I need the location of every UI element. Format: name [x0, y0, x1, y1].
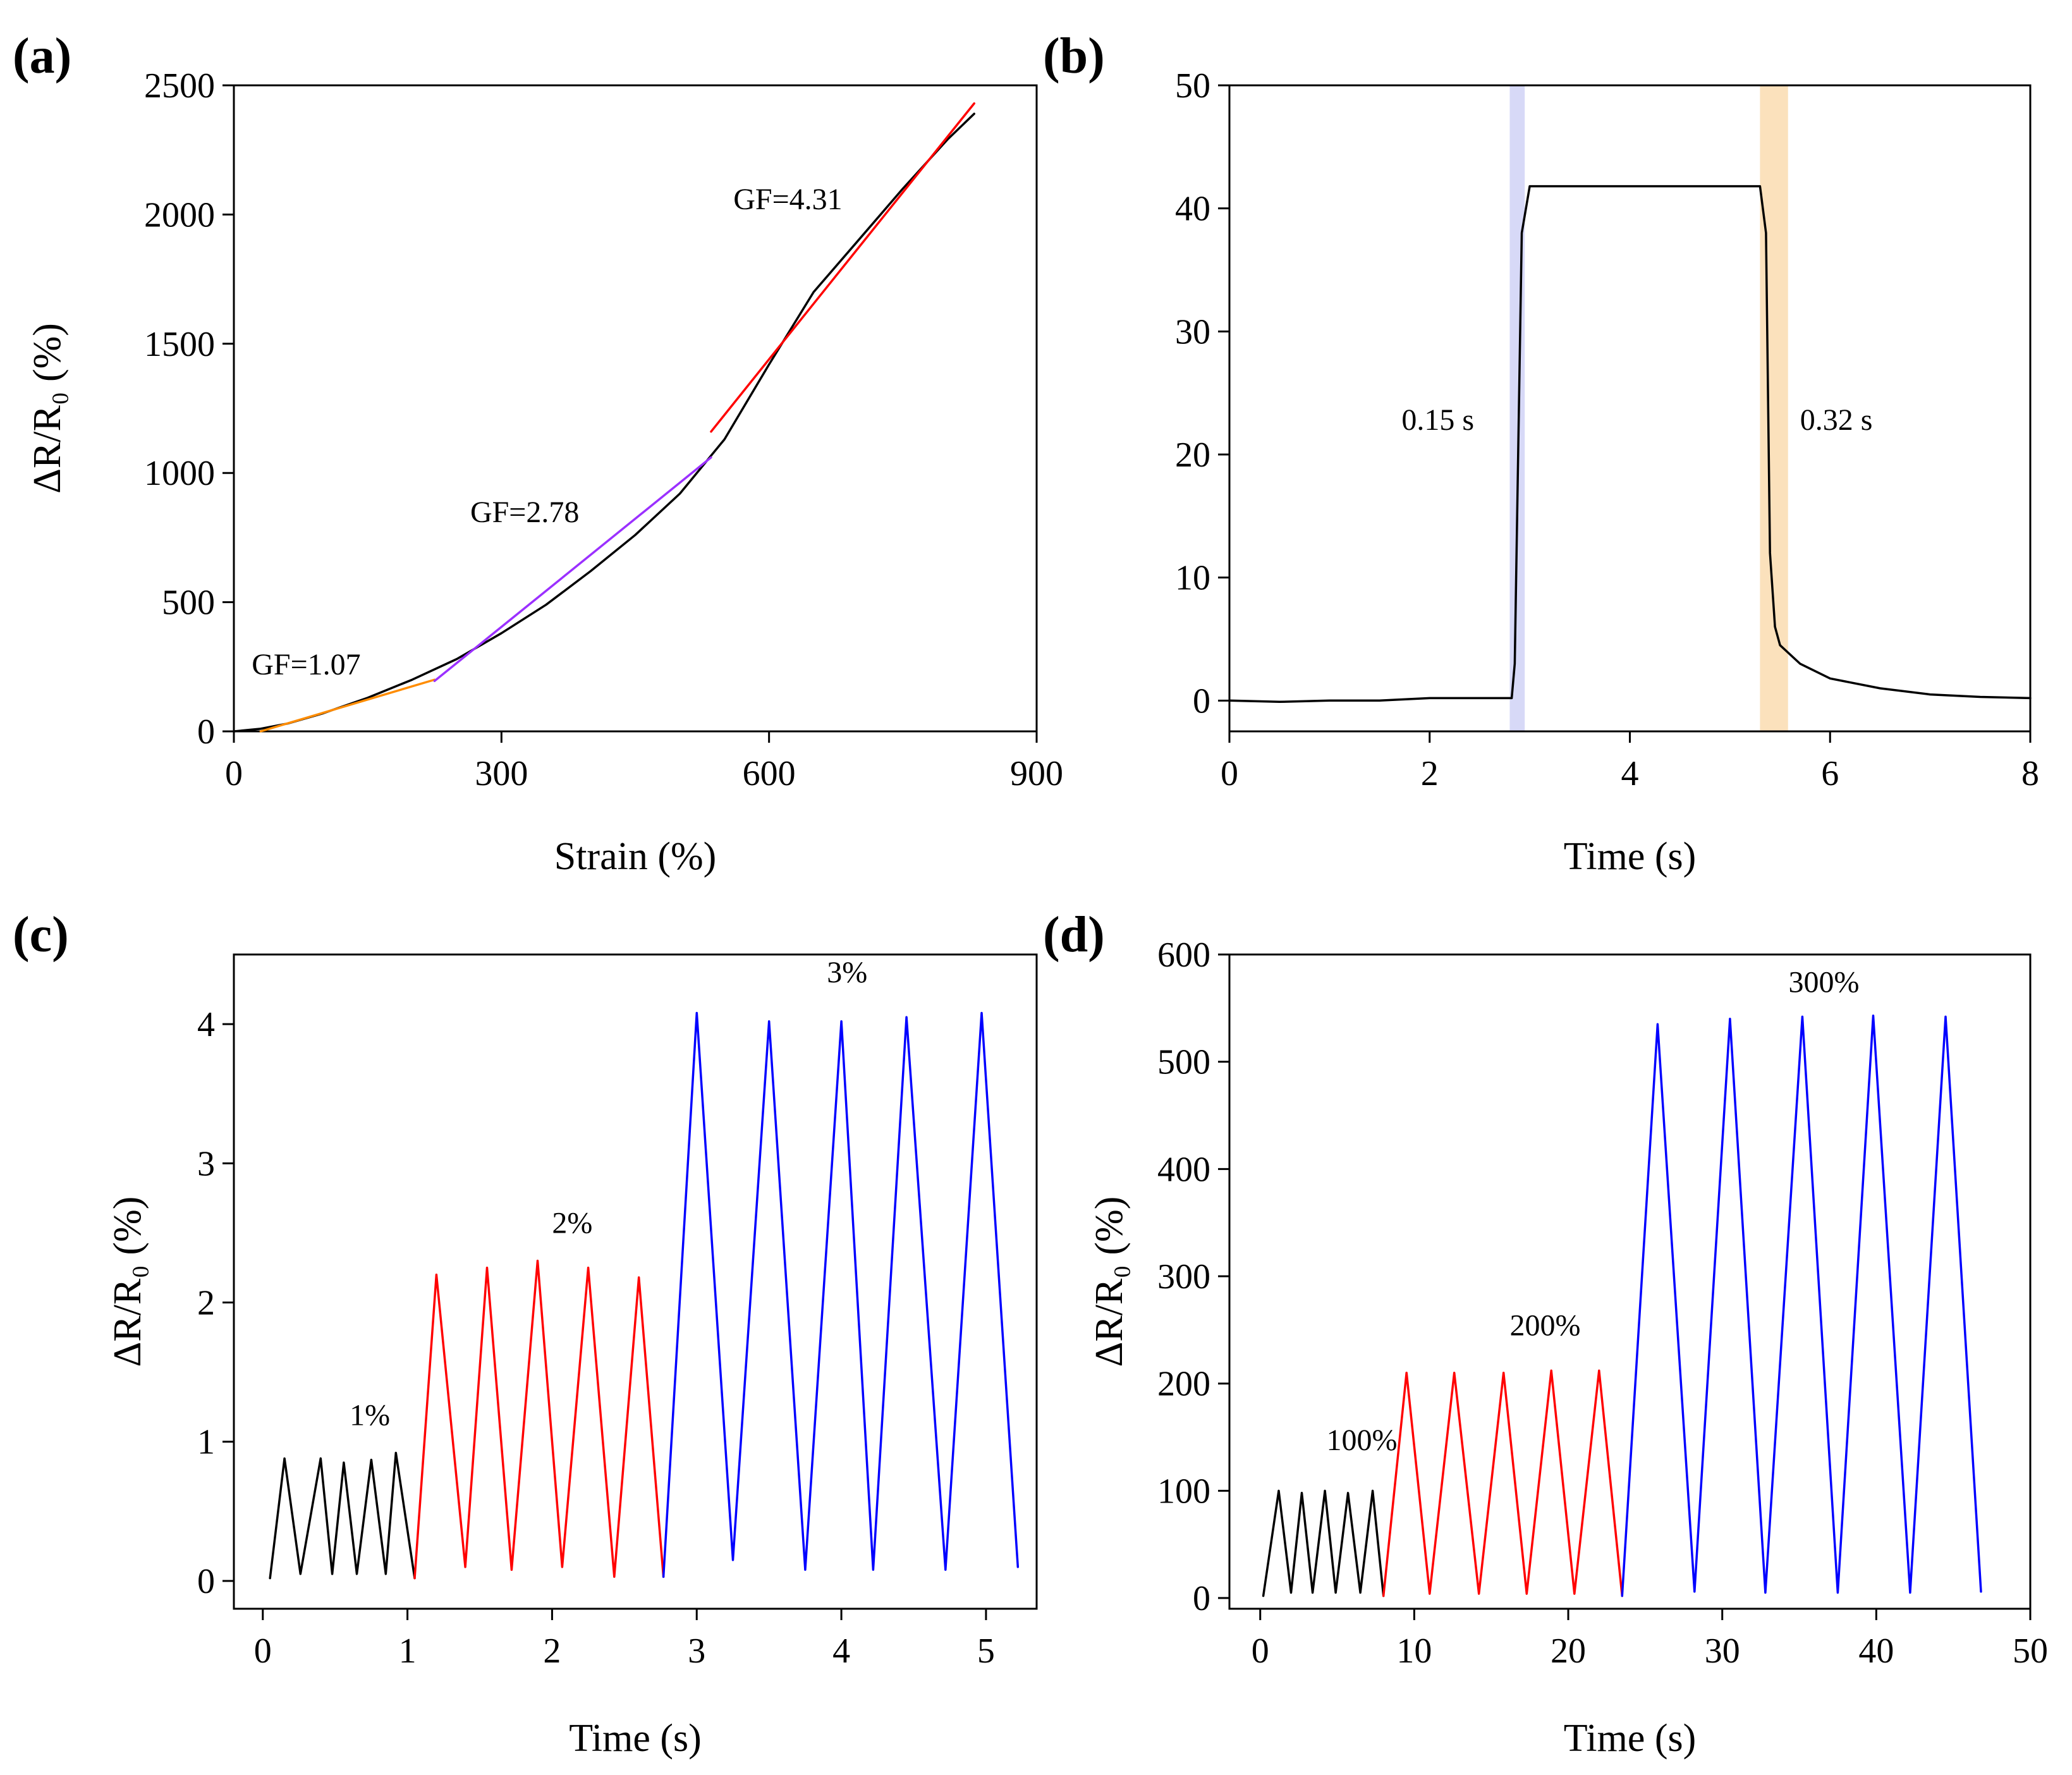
y-tick-label: 40 [1175, 190, 1210, 229]
y-tick-label: 0 [1193, 1579, 1210, 1618]
y-tick-label: 2500 [144, 66, 215, 106]
annotation-label: GF=4.31 [733, 183, 842, 216]
y-tick-label: 1 [197, 1423, 215, 1462]
x-axis-title: Time (s) [1564, 1717, 1697, 1760]
x-tick-label: 0 [1221, 754, 1238, 793]
fit-line-2 [710, 102, 975, 433]
y-tick-label: 500 [1157, 1043, 1210, 1082]
x-axis-title: Strain (%) [554, 835, 717, 878]
annotation-label: 200% [1509, 1308, 1580, 1342]
plot-frame [233, 953, 1038, 1610]
panel-label: (d) [1043, 907, 1105, 963]
x-tick-label: 3 [688, 1632, 705, 1671]
annotation-label: 1% [350, 1398, 390, 1432]
x-tick-label: 600 [743, 754, 796, 793]
x-axis-title: Time (s) [1564, 835, 1697, 878]
y-tick-label: 0 [1193, 681, 1210, 721]
y-tick-label: 10 [1175, 559, 1210, 598]
fit-line-1 [433, 456, 712, 683]
x-tick-label: 5 [977, 1632, 995, 1671]
x-tick-label: 1 [399, 1632, 417, 1671]
y-tick-label: 300 [1157, 1257, 1210, 1296]
annotation-label: GF=2.78 [470, 496, 579, 529]
y-tick-label: 0 [197, 1562, 215, 1601]
x-axis-title: Time (s) [569, 1717, 702, 1760]
y-tick-label: 400 [1157, 1150, 1210, 1189]
series-line-100- [1262, 1489, 1385, 1597]
x-tick-label: 8 [2021, 754, 2039, 793]
y-tick-label: 3 [197, 1144, 215, 1183]
x-tick-label: 4 [1621, 754, 1639, 793]
panel-b: 0 2 4 6 8 0 10 20 30 40 50 Time (s) (b) 0.15 s 0.32 s [1043, 28, 2039, 878]
annotation-label: 100% [1327, 1424, 1398, 1457]
y-tick-label: 1000 [144, 454, 215, 493]
y-tick-label: 500 [162, 583, 215, 623]
series-line-200- [1382, 1369, 1624, 1597]
series-line-3- [662, 1011, 1020, 1578]
x-tick-label: 6 [1821, 754, 1839, 793]
x-tick-label: 10 [1396, 1632, 1432, 1671]
series-line-1- [269, 1451, 416, 1580]
x-tick-label: 2 [1421, 754, 1439, 793]
y-tick-label: 0 [197, 712, 215, 752]
y-tick-label: 100 [1157, 1472, 1210, 1511]
y-tick-label: 200 [1157, 1365, 1210, 1404]
x-tick-label: 20 [1551, 1632, 1586, 1671]
annotation-label: GF=1.07 [252, 648, 360, 681]
panel-label: (a) [13, 28, 71, 84]
series-line-300- [1621, 1014, 1982, 1597]
x-tick-label: 40 [1858, 1632, 1894, 1671]
plot-frame [233, 84, 1038, 733]
y-axis-title: ΔR/R₀ (%) [26, 323, 69, 494]
plot-frame [1228, 953, 2032, 1610]
annotation-label: 300% [1788, 965, 1859, 999]
x-tick-label: 300 [475, 754, 528, 793]
y-tick-label: 20 [1175, 436, 1210, 475]
annotation-label: 3% [827, 956, 867, 989]
panel-c: 0 1 2 3 4 5 0 1 2 3 4 Time (s) ΔR/R₀ (%) (c) 1% 2% 3% [13, 907, 1038, 1760]
x-tick-label: 2 [543, 1632, 561, 1671]
y-tick-label: 1500 [144, 325, 215, 364]
x-tick-label: 900 [1010, 754, 1063, 793]
y-tick-label: 4 [197, 1005, 215, 1044]
panel-label: (b) [1043, 28, 1105, 84]
panel-a: 0 300 600 900 0 500 1000 1500 2000 2500 Strain (%)… [13, 28, 1063, 878]
fit-line-0 [259, 678, 436, 733]
series-line-2- [413, 1259, 665, 1580]
annotation-label: 0.32 s [1800, 403, 1873, 437]
annotation-label: 0.15 s [1401, 403, 1474, 437]
y-tick-label: 50 [1175, 66, 1210, 106]
x-tick-label: 0 [254, 1632, 272, 1671]
y-tick-label: 2 [197, 1284, 215, 1323]
y-axis-title: ΔR/R₀ (%) [106, 1197, 149, 1367]
y-tick-label: 30 [1175, 312, 1210, 351]
annotation-label: 2% [552, 1206, 592, 1240]
y-tick-label: 2000 [144, 195, 215, 235]
x-tick-label: 0 [1252, 1632, 1269, 1671]
x-tick-label: 4 [832, 1632, 850, 1671]
series-line-response [1228, 185, 2032, 704]
highlight-band-0 [1509, 85, 1525, 731]
x-tick-label: 30 [1705, 1632, 1740, 1671]
panel-label: (c) [13, 907, 69, 963]
highlight-band-1 [1760, 85, 1788, 731]
y-axis-title: ΔR/R₀ (%) [1088, 1197, 1131, 1367]
x-tick-label: 0 [225, 754, 243, 793]
x-tick-label: 50 [2013, 1632, 2048, 1671]
y-tick-label: 600 [1157, 936, 1210, 975]
